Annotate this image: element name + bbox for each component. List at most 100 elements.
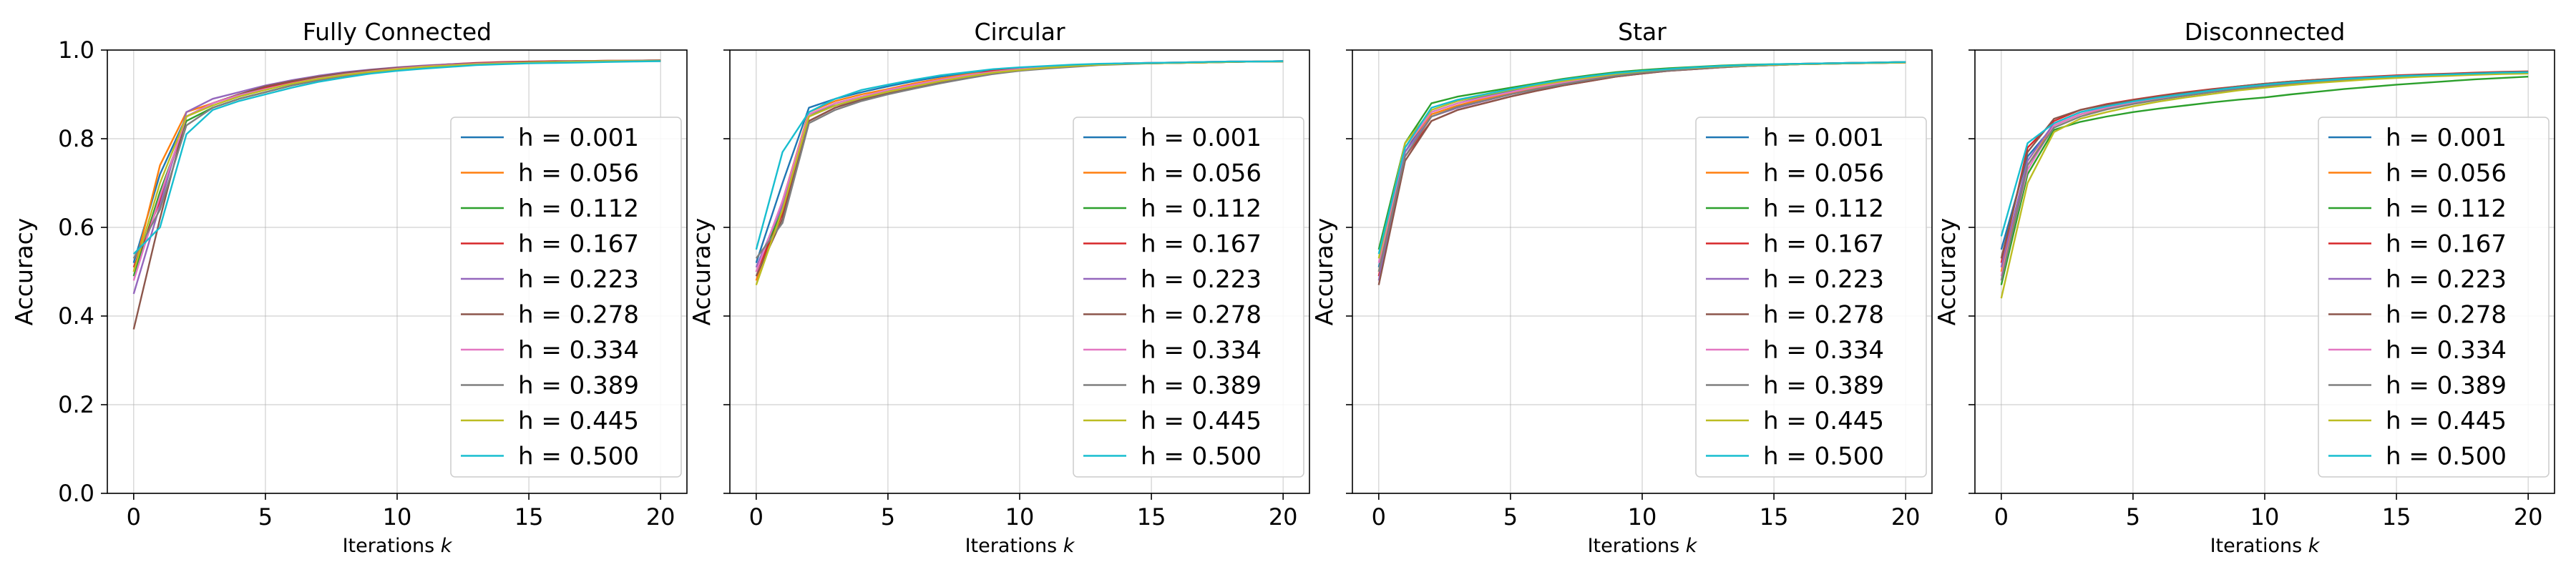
legend-label: h = 0.500: [2386, 443, 2507, 471]
legend-label: h = 0.445: [518, 407, 639, 435]
x-tick-label: 5: [2126, 503, 2140, 531]
legend-label: h = 0.001: [1763, 124, 1884, 152]
legend-label: h = 0.167: [1763, 230, 1884, 259]
legend-label: h = 0.056: [1141, 159, 1262, 188]
chart-title: Fully Connected: [303, 18, 492, 46]
legend-label: h = 0.445: [2386, 407, 2507, 435]
chart-title: Circular: [974, 18, 1065, 46]
y-tick-label: 0.8: [58, 125, 94, 152]
x-axis-label-text: Iterations: [1588, 535, 1686, 557]
x-axis-label-var: k: [1063, 535, 1075, 557]
legend-label: h = 0.334: [1141, 336, 1262, 365]
y-tick-label: 0.6: [58, 214, 94, 241]
legend-label: h = 0.112: [2386, 194, 2507, 223]
legend-label: h = 0.223: [518, 265, 639, 294]
series-line: [132, 60, 661, 255]
y-axis-label: Accuracy: [688, 218, 716, 326]
y-axis-label: Accuracy: [10, 218, 38, 326]
x-axis-label-var: k: [441, 535, 453, 557]
legend-label: h = 0.056: [1763, 159, 1884, 188]
chart-title: Disconnected: [2185, 18, 2346, 46]
x-tick-label: 15: [1137, 503, 1166, 531]
legend-label: h = 0.223: [1763, 265, 1884, 294]
x-axis-label-text: Iterations: [2210, 535, 2308, 557]
legend-label: h = 0.223: [2386, 265, 2507, 294]
legend-label: h = 0.001: [518, 124, 639, 152]
legend-label: h = 0.389: [518, 372, 639, 400]
chart-title: Star: [1618, 18, 1667, 46]
x-tick-label: 0: [127, 503, 141, 531]
y-tick-label: 0.2: [58, 391, 94, 418]
legend-label: h = 0.167: [2386, 230, 2507, 259]
x-tick-label: 5: [881, 503, 895, 531]
legend-box: [450, 117, 682, 478]
x-tick-label: 20: [646, 503, 675, 531]
x-axis-label-text: Iterations: [343, 535, 441, 557]
x-axis-label-text: Iterations: [965, 535, 1063, 557]
series-line: [2000, 71, 2529, 237]
legend-label: h = 0.167: [1141, 230, 1262, 259]
series-line: [2000, 72, 2529, 299]
x-axis-label: Iterations k: [1588, 535, 1698, 557]
legend-label: h = 0.278: [2386, 301, 2507, 330]
legend-label: h = 0.278: [518, 301, 639, 330]
chart-panel-4: 0 5 10 15 20 Disconnected Iterations k Accuracy…: [1933, 18, 2555, 557]
legend-label: h = 0.056: [518, 159, 639, 188]
x-tick-label: 10: [383, 503, 412, 531]
legend-box: [1073, 117, 1304, 478]
legend-label: h = 0.278: [1141, 301, 1262, 330]
series-line: [755, 60, 1284, 250]
legend-label: h = 0.389: [1763, 372, 1884, 400]
legend-label: h = 0.500: [518, 443, 639, 471]
x-tick-label: 5: [1503, 503, 1518, 531]
legend-label: h = 0.001: [1141, 124, 1262, 152]
legend-label: h = 0.445: [1763, 407, 1884, 435]
y-tick-label: 1.0: [58, 36, 94, 64]
legend-label: h = 0.223: [1141, 265, 1262, 294]
legend-label: h = 0.500: [1141, 443, 1262, 471]
series-line: [2000, 76, 2529, 285]
series-line: [132, 59, 661, 272]
y-tick-label: 0.0: [58, 480, 94, 507]
x-tick-label: 20: [1891, 503, 1921, 531]
x-tick-label: 0: [1372, 503, 1386, 531]
legend-label: h = 0.112: [1141, 194, 1262, 223]
x-tick-label: 15: [514, 503, 544, 531]
x-tick-label: 0: [749, 503, 763, 531]
chart-panel-3: 0 5 10 15 20 Star Iterations k Accuracy h = 0.00…: [1310, 18, 1933, 557]
x-tick-label: 15: [2382, 503, 2411, 531]
chart-panel-1: 0 5 10 15 20 0.0 0.2 0.4 0.6 0.8 1.0 Fully Connecte…: [10, 18, 688, 557]
y-axis-label: Accuracy: [1310, 218, 1338, 326]
legend-label: h = 0.389: [2386, 372, 2507, 400]
x-tick-label: 10: [2250, 503, 2280, 531]
legend-label: h = 0.001: [2386, 124, 2507, 152]
x-axis-label: Iterations k: [343, 535, 453, 557]
legend-label: h = 0.445: [1141, 407, 1262, 435]
y-axis-label: Accuracy: [1933, 218, 1961, 326]
legend-label: h = 0.334: [2386, 336, 2507, 365]
legend-label: h = 0.334: [518, 336, 639, 365]
x-tick-label: 15: [1760, 503, 1789, 531]
legend-label: h = 0.500: [1763, 443, 1884, 471]
legend-label: h = 0.334: [1763, 336, 1884, 365]
legend-label: h = 0.167: [518, 230, 639, 259]
x-axis-label-var: k: [2308, 535, 2321, 557]
legend-box: [1695, 117, 1927, 478]
legend-label: h = 0.278: [1763, 301, 1884, 330]
x-axis-label-var: k: [1686, 535, 1698, 557]
legend-box: [2318, 117, 2550, 478]
x-tick-label: 10: [1005, 503, 1035, 531]
x-tick-label: 10: [1628, 503, 1657, 531]
x-axis-label: Iterations k: [2210, 535, 2321, 557]
legend-label: h = 0.056: [2386, 159, 2507, 188]
y-tick-label: 0.4: [58, 302, 94, 330]
x-tick-label: 20: [1269, 503, 1298, 531]
legend-label: h = 0.112: [518, 194, 639, 223]
legend-label: h = 0.389: [1141, 372, 1262, 400]
series-line: [1377, 61, 1906, 255]
x-tick-label: 0: [1994, 503, 2009, 531]
legend-label: h = 0.112: [1763, 194, 1884, 223]
x-tick-label: 20: [2514, 503, 2543, 531]
chart-panel-2: 0 5 10 15 20 Circular Iterations k Accuracy h = …: [688, 18, 1310, 557]
